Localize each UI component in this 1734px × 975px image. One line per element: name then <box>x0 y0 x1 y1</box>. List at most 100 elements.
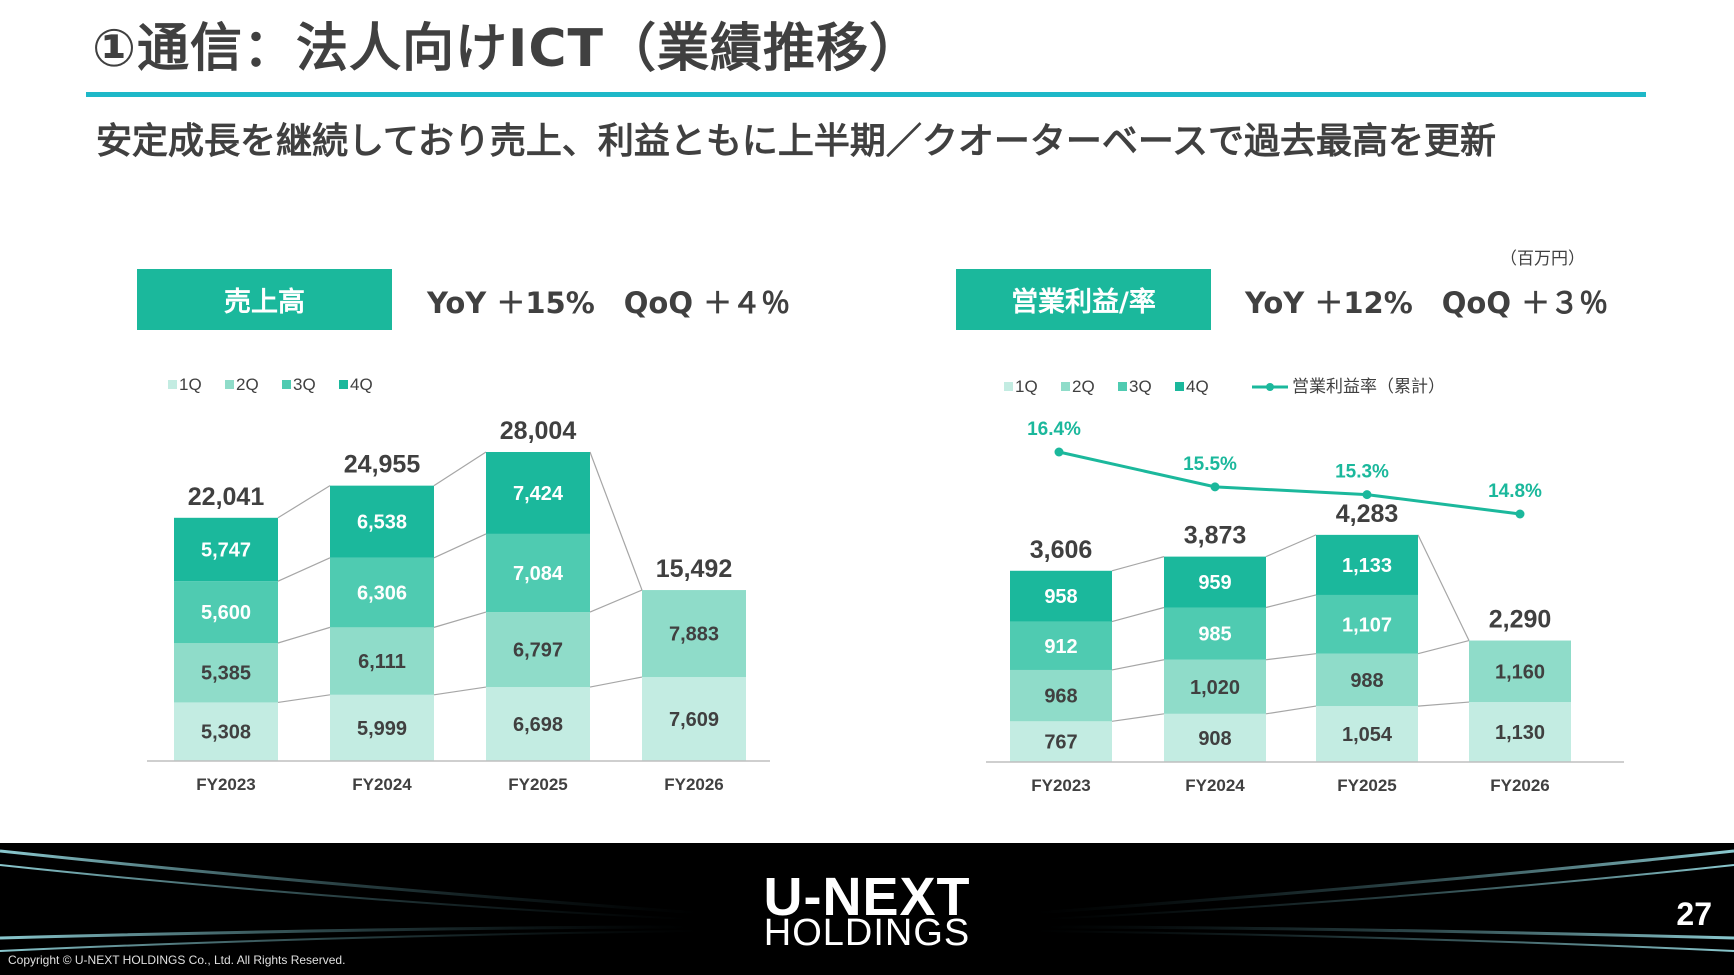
logo-unext: U-NEXT <box>763 867 971 927</box>
bar-segment-3q <box>1010 621 1112 670</box>
segment-value-label: 7,609 <box>669 709 719 731</box>
margin-point <box>1362 490 1372 500</box>
connector-line <box>433 686 487 696</box>
bar-segment-1q <box>1010 721 1112 762</box>
x-tick-label: FY2025 <box>508 775 568 794</box>
connector-line <box>1417 639 1470 655</box>
legend-swatch <box>282 380 291 389</box>
bar-segment-4q <box>174 517 278 582</box>
segment-value-label: 958 <box>1044 586 1077 608</box>
legend-label: 4Q <box>350 375 373 394</box>
copyright-text: Copyright © U-NEXT HOLDINGS Co., Ltd. Al… <box>8 953 346 967</box>
bar-total-label: 4,283 <box>1336 500 1399 528</box>
legend-label: 2Q <box>236 375 259 394</box>
bar-segment-3q <box>174 581 278 644</box>
segment-value-label: 1,160 <box>1495 661 1545 683</box>
margin-point <box>1054 447 1064 457</box>
bar-segment-4q <box>486 452 590 534</box>
charts-canvas: 5,308 5,385 5,600 5,747 22,041 FY2023 5,999 6,1… <box>147 375 1624 795</box>
margin-point <box>1515 509 1525 519</box>
segment-value-label: 5,308 <box>201 722 251 744</box>
connector-line <box>589 589 643 613</box>
segment-value-label: 7,883 <box>669 624 719 646</box>
connector-line <box>277 626 331 644</box>
x-tick-label: FY2025 <box>1337 776 1397 795</box>
legend-line-marker <box>1266 383 1274 391</box>
connector-line <box>589 676 643 688</box>
bar-segment-3q <box>486 533 590 613</box>
bar-total-label: 15,492 <box>656 555 732 583</box>
segment-value-label: 6,111 <box>358 651 406 673</box>
margin-value-label: 15.3% <box>1335 462 1389 483</box>
legend-swatch <box>168 380 177 389</box>
connector-line <box>433 451 487 487</box>
segment-value-label: 1,130 <box>1495 722 1545 744</box>
bar-segment-1q <box>1316 706 1418 762</box>
title-underline <box>86 92 1646 97</box>
connector-line <box>277 485 331 519</box>
bar-segment-1q <box>642 677 746 761</box>
page-subtitle: 安定成長を継続しており売上、利益ともに上半期／クオーターベースで過去最高を更新 <box>96 121 1497 162</box>
segment-value-label: 6,698 <box>513 714 563 736</box>
bar-total-label: 22,041 <box>188 483 265 511</box>
connector-line <box>1111 659 1165 671</box>
connector-line <box>433 533 487 559</box>
connector-line <box>1265 594 1317 609</box>
legend-label: 4Q <box>1186 377 1209 396</box>
margin-value-label: 16.4% <box>1027 419 1081 440</box>
connector-line <box>1265 705 1317 715</box>
segment-value-label: 1,054 <box>1342 724 1393 746</box>
segment-value-label: 6,797 <box>513 640 563 662</box>
segment-value-label: 5,747 <box>201 540 251 562</box>
operating-profit-growth: YoY ＋12% QoQ ＋３％ <box>1245 286 1609 320</box>
connector-line <box>1265 653 1317 661</box>
segment-value-label: 912 <box>1044 636 1077 658</box>
legend-swatch <box>1175 382 1184 391</box>
bar-segment-3q <box>330 557 434 628</box>
bar-segment-1q <box>1469 702 1571 762</box>
segment-value-label: 767 <box>1044 732 1077 754</box>
footer-bar <box>0 843 1734 975</box>
page-number: 27 <box>1676 896 1712 932</box>
segment-value-label: 1,133 <box>1342 555 1392 577</box>
margin-point <box>1210 482 1220 492</box>
bar-segment-1q <box>1164 713 1266 762</box>
bar-segment-4q <box>1010 570 1112 622</box>
bar-segment-1q <box>330 694 434 761</box>
connector-line <box>1111 606 1165 623</box>
x-tick-label: FY2026 <box>1490 776 1550 795</box>
bar-segment-2q <box>330 627 434 695</box>
connector-line <box>277 694 331 704</box>
segment-value-label: 968 <box>1044 686 1077 708</box>
connector-line <box>1417 701 1470 707</box>
legend-label: 1Q <box>179 375 202 394</box>
bar-segment-4q <box>330 485 434 558</box>
connector-line <box>1417 534 1470 641</box>
segment-value-label: 1,107 <box>1342 614 1392 636</box>
x-tick-label: FY2023 <box>196 775 256 794</box>
bar-segment-2q <box>486 612 590 688</box>
segment-value-label: 7,084 <box>513 563 564 585</box>
x-tick-label: FY2024 <box>1185 776 1245 795</box>
bar-total-label: 28,004 <box>500 417 577 445</box>
connector-line <box>277 557 331 582</box>
legend-swatch <box>1061 382 1070 391</box>
bar-total-label: 24,955 <box>344 451 421 479</box>
segment-value-label: 908 <box>1198 728 1231 750</box>
operating-profit-badge: 営業利益/率 <box>956 269 1211 330</box>
page-title: ①通信：法人向けICT（業績推移） <box>92 19 923 79</box>
bar-segment-2q <box>1316 653 1418 707</box>
bar-total-label: 2,290 <box>1489 606 1552 634</box>
connector-line <box>1111 713 1165 722</box>
segment-value-label: 5,600 <box>201 602 251 624</box>
bar-segment-2q <box>174 643 278 703</box>
legend-label: 2Q <box>1072 377 1095 396</box>
x-tick-label: FY2026 <box>664 775 724 794</box>
legend-swatch <box>339 380 348 389</box>
revenue-growth: YoY ＋15% QoQ ＋４％ <box>427 286 791 320</box>
bar-segment-2q <box>1164 659 1266 714</box>
x-tick-label: FY2024 <box>352 775 412 794</box>
legend-label: 1Q <box>1015 377 1038 396</box>
bar-segment-3q <box>1164 607 1266 660</box>
margin-value-label: 14.8% <box>1488 481 1542 502</box>
